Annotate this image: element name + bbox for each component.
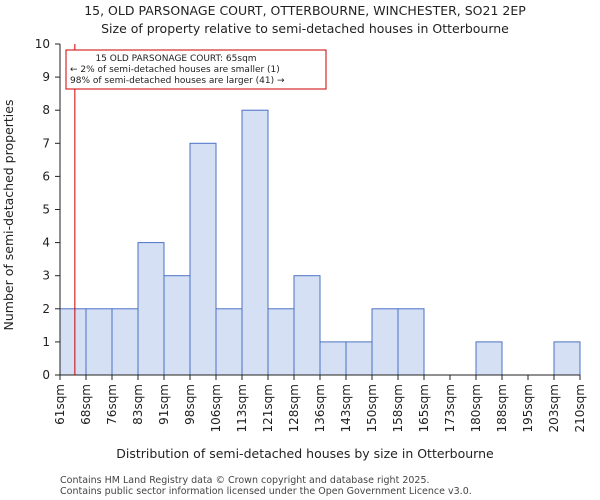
bar-128sqm xyxy=(293,275,321,376)
y-tick-label: 0 xyxy=(42,368,50,382)
chart-title-line2: Size of property relative to semi-detach… xyxy=(101,21,509,36)
x-tick-label: 188sqm xyxy=(495,384,509,432)
y-tick-label: 6 xyxy=(42,169,50,183)
footer-line2: Contains public sector information licen… xyxy=(60,486,472,497)
x-tick-label: 150sqm xyxy=(365,384,379,432)
bar-61sqm xyxy=(59,308,87,376)
x-tick-label: 173sqm xyxy=(443,384,457,432)
annotation-line1: 15 OLD PARSONAGE COURT: 65sqm xyxy=(95,54,256,64)
x-tick-label: 210sqm xyxy=(573,384,587,432)
bar-150sqm xyxy=(371,308,399,376)
y-axis-ticks: 0 1 2 3 4 5 6 7 8 9 10 xyxy=(35,37,60,382)
x-tick-label: 83sqm xyxy=(131,384,145,425)
y-tick-label: 4 xyxy=(42,236,50,250)
x-tick-label: 76sqm xyxy=(105,384,119,425)
y-tick-label: 2 xyxy=(42,302,50,316)
x-tick-label: 195sqm xyxy=(521,384,535,432)
x-tick-label: 136sqm xyxy=(313,384,327,432)
bar-121sqm xyxy=(267,308,295,376)
bars xyxy=(59,109,581,376)
y-tick-label: 10 xyxy=(35,37,50,51)
bar-68sqm xyxy=(85,308,113,376)
x-tick-label: 98sqm xyxy=(183,384,197,425)
x-tick-label: 128sqm xyxy=(287,384,301,432)
bar-83sqm xyxy=(137,242,165,376)
x-axis-ticks: 61sqm 68sqm 76sqm 83sqm 91sqm 98sqm 106sqm 113s… xyxy=(53,375,587,432)
y-tick-label: 3 xyxy=(42,269,50,283)
x-tick-label: 165sqm xyxy=(417,384,431,432)
x-tick-label: 68sqm xyxy=(79,384,93,425)
bar-91sqm xyxy=(163,275,191,376)
bar-98sqm xyxy=(189,142,217,376)
annotation-line2: ← 2% of semi-detached houses are smaller… xyxy=(70,65,280,75)
y-axis-label: Number of semi-detached properties xyxy=(1,100,16,331)
chart-title-line1: 15, OLD PARSONAGE COURT, OTTERBOURNE, WI… xyxy=(84,3,526,18)
bar-106sqm xyxy=(215,308,243,376)
x-tick-label: 158sqm xyxy=(391,384,405,432)
y-tick-label: 7 xyxy=(42,136,50,150)
x-tick-label: 121sqm xyxy=(261,384,275,432)
bar-76sqm xyxy=(111,308,139,376)
bar-143sqm xyxy=(345,341,373,376)
footer-line1: Contains HM Land Registry data © Crown c… xyxy=(60,475,430,486)
bar-158sqm xyxy=(397,308,425,376)
x-tick-label: 106sqm xyxy=(209,384,223,432)
bar-136sqm xyxy=(319,341,347,376)
bar-180sqm xyxy=(475,341,503,376)
y-tick-label: 9 xyxy=(42,70,50,84)
x-tick-label: 180sqm xyxy=(469,384,483,432)
annotation-line3: 98% of semi-detached houses are larger (… xyxy=(70,76,285,86)
x-tick-label: 143sqm xyxy=(339,384,353,432)
x-tick-label: 113sqm xyxy=(235,384,249,432)
bar-203sqm xyxy=(553,341,581,376)
y-tick-label: 1 xyxy=(42,335,50,349)
y-tick-label: 8 xyxy=(42,103,50,117)
annotation-box xyxy=(65,49,327,90)
x-tick-label: 61sqm xyxy=(53,384,67,425)
x-axis-label: Distribution of semi-detached houses by … xyxy=(116,446,494,461)
x-tick-label: 203sqm xyxy=(547,384,561,432)
bar-113sqm xyxy=(241,109,269,376)
y-tick-label: 5 xyxy=(42,203,50,217)
x-tick-label: 91sqm xyxy=(157,384,171,425)
